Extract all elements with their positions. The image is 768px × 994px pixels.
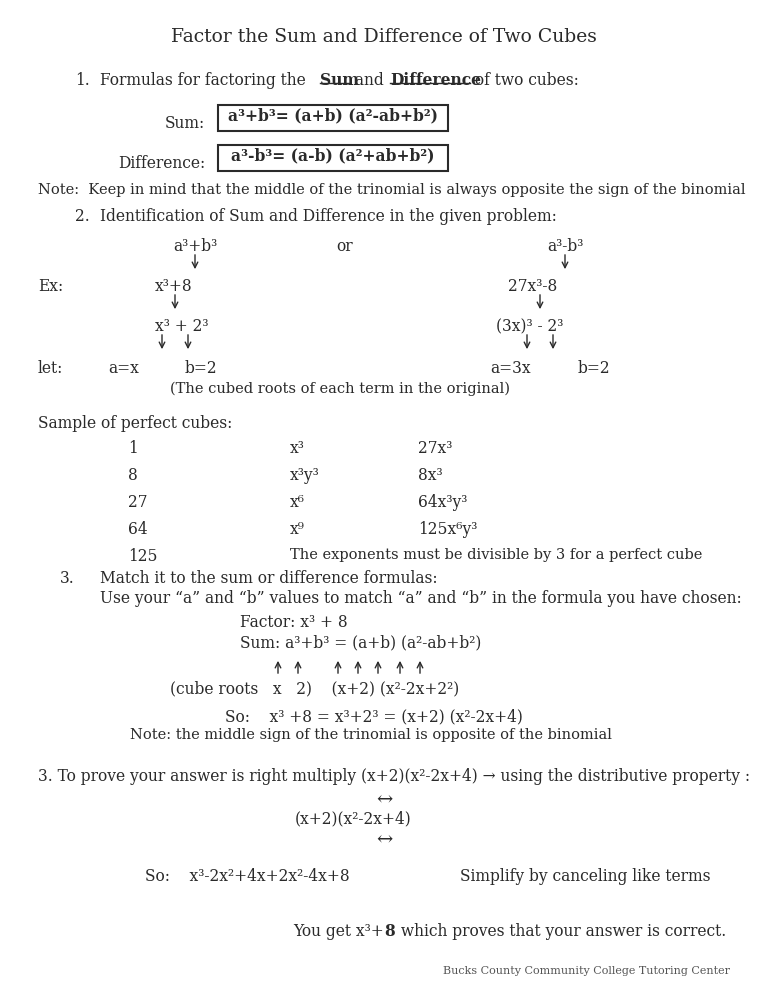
Text: 64x³y³: 64x³y³ bbox=[418, 494, 468, 511]
Bar bbox=[218, 105, 448, 131]
Text: x⁹: x⁹ bbox=[290, 521, 305, 538]
Text: (cube roots   x   2)    (x+2) (x²-2x+2²): (cube roots x 2) (x+2) (x²-2x+2²) bbox=[170, 680, 459, 697]
Text: 1.: 1. bbox=[75, 72, 90, 89]
Text: 64: 64 bbox=[128, 521, 147, 538]
Text: ↔: ↔ bbox=[376, 790, 392, 808]
Text: 8: 8 bbox=[384, 923, 395, 940]
Text: a³+b³: a³+b³ bbox=[173, 238, 217, 255]
Text: Match it to the sum or difference formulas:: Match it to the sum or difference formul… bbox=[100, 570, 438, 587]
Text: So:    x³ +8 = x³+2³ = (x+2) (x²-2x+4): So: x³ +8 = x³+2³ = (x+2) (x²-2x+4) bbox=[225, 708, 523, 725]
Text: b=2: b=2 bbox=[185, 360, 217, 377]
Text: So:    x³-2x²+4x+2x²-4x+8: So: x³-2x²+4x+2x²-4x+8 bbox=[145, 868, 349, 885]
Text: (x+2)(x²-2x+4): (x+2)(x²-2x+4) bbox=[295, 810, 412, 827]
Text: x³ + 2³: x³ + 2³ bbox=[155, 318, 208, 335]
Text: 27: 27 bbox=[128, 494, 147, 511]
Text: Sum: Sum bbox=[320, 72, 359, 89]
Bar bbox=[218, 145, 448, 171]
Text: or: or bbox=[336, 238, 353, 255]
Text: 3.: 3. bbox=[60, 570, 74, 587]
Text: Sample of perfect cubes:: Sample of perfect cubes: bbox=[38, 415, 233, 432]
Text: Formulas for factoring the: Formulas for factoring the bbox=[100, 72, 310, 89]
Text: Use your “a” and “b” values to match “a” and “b” in the formula you have chosen:: Use your “a” and “b” values to match “a”… bbox=[100, 590, 742, 607]
Text: Simplify by canceling like terms: Simplify by canceling like terms bbox=[460, 868, 710, 885]
Text: Note: the middle sign of the trinomial is opposite of the binomial: Note: the middle sign of the trinomial i… bbox=[130, 728, 612, 742]
Text: let:: let: bbox=[38, 360, 64, 377]
Text: 1: 1 bbox=[128, 440, 137, 457]
Text: Identification of Sum and Difference in the given problem:: Identification of Sum and Difference in … bbox=[100, 208, 557, 225]
Text: 8: 8 bbox=[128, 467, 137, 484]
Text: 8x³: 8x³ bbox=[418, 467, 442, 484]
Text: x³y³: x³y³ bbox=[290, 467, 319, 484]
Text: 125x⁶y³: 125x⁶y³ bbox=[418, 521, 478, 538]
Text: 27x³-8: 27x³-8 bbox=[508, 278, 558, 295]
Text: b=2: b=2 bbox=[578, 360, 611, 377]
Text: Sum: a³+b³ = (a+b) (a²-ab+b²): Sum: a³+b³ = (a+b) (a²-ab+b²) bbox=[240, 634, 482, 651]
Text: Bucks County Community College Tutoring Center: Bucks County Community College Tutoring … bbox=[443, 966, 730, 976]
Text: a=3x: a=3x bbox=[490, 360, 531, 377]
Text: 3. To prove your answer is right multiply (x+2)(x²-2x+4) → using the distributiv: 3. To prove your answer is right multipl… bbox=[38, 768, 750, 785]
Text: (3x)³ - 2³: (3x)³ - 2³ bbox=[496, 318, 564, 335]
Text: Note:  Keep in mind that the middle of the trinomial is always opposite the sign: Note: Keep in mind that the middle of th… bbox=[38, 183, 746, 197]
Text: Factor: x³ + 8: Factor: x³ + 8 bbox=[240, 614, 348, 631]
Text: 2.: 2. bbox=[75, 208, 90, 225]
Text: The exponents must be divisible by 3 for a perfect cube: The exponents must be divisible by 3 for… bbox=[290, 548, 703, 562]
Text: Difference: Difference bbox=[390, 72, 481, 89]
Text: Factor the Sum and Difference of Two Cubes: Factor the Sum and Difference of Two Cub… bbox=[171, 28, 597, 46]
Text: Difference:: Difference: bbox=[118, 155, 205, 172]
Text: x³: x³ bbox=[290, 440, 305, 457]
Text: x³+8: x³+8 bbox=[155, 278, 193, 295]
Text: 125: 125 bbox=[128, 548, 157, 565]
Text: You get x³+: You get x³+ bbox=[293, 923, 384, 940]
Text: and: and bbox=[350, 72, 389, 89]
Text: ↔: ↔ bbox=[376, 830, 392, 848]
Text: a=x: a=x bbox=[108, 360, 139, 377]
Text: which proves that your answer is correct.: which proves that your answer is correct… bbox=[396, 923, 727, 940]
Text: 27x³: 27x³ bbox=[418, 440, 452, 457]
Text: a³+b³= (a+b) (a²-ab+b²): a³+b³= (a+b) (a²-ab+b²) bbox=[228, 107, 438, 124]
Text: Ex:: Ex: bbox=[38, 278, 63, 295]
Text: of two cubes:: of two cubes: bbox=[470, 72, 579, 89]
Text: x⁶: x⁶ bbox=[290, 494, 305, 511]
Text: (The cubed roots of each term in the original): (The cubed roots of each term in the ori… bbox=[170, 382, 510, 397]
Text: Sum:: Sum: bbox=[165, 115, 205, 132]
Text: a³-b³= (a-b) (a²+ab+b²): a³-b³= (a-b) (a²+ab+b²) bbox=[231, 147, 435, 164]
Text: a³-b³: a³-b³ bbox=[547, 238, 583, 255]
